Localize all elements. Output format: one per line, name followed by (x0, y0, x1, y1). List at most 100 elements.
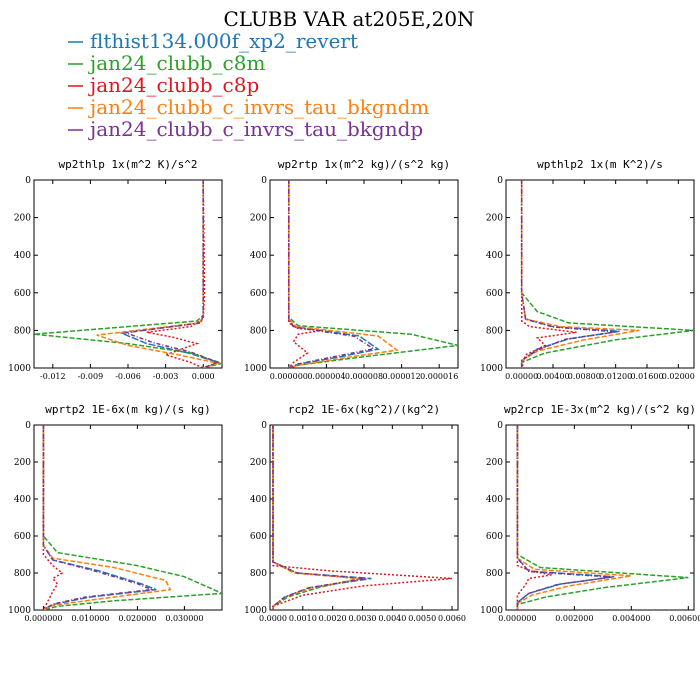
y-tick-label: 200 (486, 458, 503, 468)
y-tick-label: 200 (14, 458, 31, 468)
series-line (288, 180, 399, 368)
x-tick-label: 0.002000 (555, 614, 593, 623)
x-tick-label: 0.000016 (420, 372, 458, 381)
series-line (520, 180, 640, 368)
panel-2: wp2rtp 1x(m^2 kg)/(s^2 kg) 0 200 400 600 800 1… (244, 158, 459, 381)
y-tick-label: 400 (486, 251, 503, 261)
series-line (272, 425, 372, 610)
y-tick-label: 0 (261, 176, 267, 186)
panel-frame (33, 424, 223, 611)
panel-frame (269, 424, 459, 611)
x-tick-label: 0.01600 (630, 372, 663, 381)
y-tick-label: 600 (250, 532, 267, 542)
x-tick-label: 0.000000 (270, 372, 308, 381)
panel-frame (505, 179, 695, 369)
panel-title: wp2rtp 1x(m^2 kg)/(s^2 kg) (278, 158, 450, 171)
x-tick-label: 0.0050 (408, 614, 436, 623)
y-tick-label: 400 (14, 251, 31, 261)
y-tick-label: 0 (497, 421, 503, 431)
series-line (288, 180, 458, 368)
x-tick-label: 0.00400 (536, 372, 569, 381)
y-tick-label: 0 (497, 176, 503, 186)
x-tick-label: -0.006 (115, 372, 141, 381)
series-line (520, 180, 620, 368)
y-tick-label: 1000 (244, 606, 267, 616)
x-tick-label: 0.02000 (662, 372, 695, 381)
series-line (42, 425, 222, 610)
x-tick-label: 0.000004 (307, 372, 345, 381)
y-tick-label: 1000 (8, 606, 31, 616)
y-tick-label: 1000 (8, 364, 31, 374)
y-tick-label: 600 (14, 532, 31, 542)
series-line (146, 180, 206, 368)
y-tick-label: 1000 (480, 606, 503, 616)
panel-4: wprtp2 1E-6x(m kg)/(s kg) 0 200 400 600 800 10… (8, 403, 223, 623)
y-tick-label: 1000 (480, 364, 503, 374)
panel-title: wp2rcp 1E-3x(m^2 kg)/(s^2 kg) (504, 403, 696, 416)
y-tick-label: 400 (486, 495, 503, 505)
series-line (516, 425, 552, 610)
series-line (516, 425, 612, 610)
y-tick-label: 0 (261, 421, 267, 431)
series-line (34, 180, 222, 368)
x-tick-label: 0.00000 (505, 372, 538, 381)
panel-6: wp2rcp 1E-3x(m^2 kg)/(s^2 kg)0 200 400 600 8… (480, 403, 700, 623)
x-tick-label: -0.003 (153, 372, 179, 381)
series-line (520, 180, 694, 368)
x-tick-label: -0.009 (78, 372, 104, 381)
legend-label: jan24_clubb_c_invrs_tau_bkgndm (88, 95, 429, 119)
x-tick-label: 0.0060 (438, 614, 466, 623)
y-tick-label: 800 (14, 326, 31, 336)
x-tick-label: 0.01200 (599, 372, 632, 381)
y-tick-label: 200 (250, 214, 267, 224)
chart-title: CLUBB VAR at205E,20N (223, 7, 474, 31)
panels: wp2thlp 1x(m^2 K)/s^2 0 200 400 600 800 1000 -0… (8, 158, 700, 623)
series-line (516, 425, 689, 610)
series-line (42, 425, 155, 610)
panel-title: wp2thlp 1x(m^2 K)/s^2 (58, 158, 197, 171)
panel-frame (33, 179, 223, 369)
legend-label: jan24_clubb_c_invrs_tau_bkgndp (88, 117, 423, 141)
x-tick-label: 0.006000 (669, 614, 700, 623)
panel-frame (505, 424, 695, 611)
y-tick-label: 800 (14, 569, 31, 579)
x-tick-label: 0.0040 (378, 614, 406, 623)
y-tick-label: 600 (250, 289, 267, 299)
series-line (520, 180, 616, 368)
panel-title: wpthlp2 1x(m K^2)/s (537, 158, 663, 171)
legend-label: flthist134.000f_xp2_revert (90, 29, 358, 53)
y-tick-label: 400 (14, 495, 31, 505)
y-tick-label: 400 (250, 495, 267, 505)
legend-label: jan24_clubb_c8m (88, 51, 265, 75)
x-tick-label: 0.00800 (568, 372, 601, 381)
x-tick-label: 0.010000 (71, 614, 109, 623)
legend: flthist134.000f_xp2_revertjan24_clubb_c8… (68, 29, 429, 141)
series-line (272, 425, 363, 610)
legend-label: jan24_clubb_c8p (88, 73, 259, 97)
panel-3: wpthlp2 1x(m K^2)/s020040060080010000.00… (480, 158, 695, 381)
series-line (96, 180, 222, 368)
panel-1: wp2thlp 1x(m^2 K)/s^2 0 200 400 600 800 1000 -0… (8, 158, 223, 381)
series-line (42, 425, 172, 610)
x-tick-label: 0.020000 (118, 614, 156, 623)
x-tick-label: 0.000000 (498, 614, 536, 623)
x-tick-label: 0.0030 (349, 614, 377, 623)
x-tick-label: 0.000000 (24, 614, 62, 623)
series-line (516, 425, 615, 610)
series-line (42, 425, 157, 610)
series-line (288, 180, 376, 368)
y-tick-label: 200 (486, 214, 503, 224)
y-tick-label: 800 (486, 326, 503, 336)
x-tick-label: 0.000 (192, 372, 215, 381)
series-line (520, 180, 577, 368)
x-tick-label: 0.0000 (259, 614, 287, 623)
series-line (288, 180, 322, 368)
series-line (288, 180, 380, 368)
y-tick-label: 600 (14, 289, 31, 299)
y-tick-label: 200 (14, 214, 31, 224)
x-tick-label: 0.000008 (345, 372, 383, 381)
x-tick-label: -0.012 (40, 372, 66, 381)
x-tick-label: 0.030000 (165, 614, 203, 623)
y-tick-label: 800 (486, 569, 503, 579)
